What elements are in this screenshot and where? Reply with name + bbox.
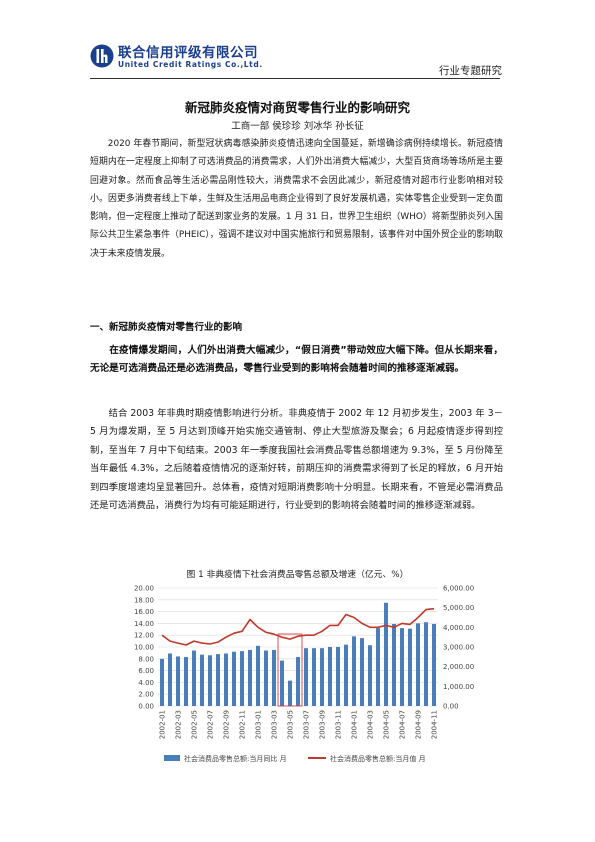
chart-bar [320, 648, 324, 706]
page-header: 联合信用评级有限公司 United Credit Ratings Co.,Ltd… [0, 0, 595, 80]
chart-bar [344, 644, 348, 706]
x-tick-label: 2003-03 [271, 710, 279, 739]
x-tick-label: 2002-01 [159, 710, 167, 739]
chart-bar [232, 651, 236, 706]
chart-bar [376, 628, 380, 706]
chart-line-series [161, 607, 435, 646]
chart-bar [272, 649, 276, 706]
chart-bar [264, 650, 268, 706]
chart-bar [312, 648, 316, 706]
company-name-cn: 联合信用评级有限公司 [118, 45, 258, 61]
y-right-tick-label: 4,000.00 [443, 624, 474, 632]
y-left-tick-label: 10.00 [134, 644, 154, 652]
y-left-tick-label: 2.00 [138, 691, 154, 699]
x-tick-label: 2003-07 [303, 710, 311, 739]
y-left-tick-label: 20.00 [134, 585, 154, 593]
x-tick-label: 2002-03 [175, 710, 183, 739]
y-left-tick-label: 6.00 [138, 667, 154, 675]
x-tick-label: 2004-07 [399, 710, 407, 739]
author-line: 工商一部 侯珍珍 刘冰华 孙长征 [231, 121, 364, 132]
chart-bar [200, 654, 204, 706]
company-logo-icon [90, 44, 114, 68]
chart-bar [400, 628, 404, 706]
y-right-tick-label: 2,000.00 [443, 663, 474, 671]
y-right-tick-label: 1,000.00 [443, 683, 474, 691]
analysis-paragraph: 结合 2003 年非典时期疫情影响进行分析。非典疫情于 2002 年 12 月初… [90, 408, 503, 512]
x-tick-label: 2004-09 [415, 710, 423, 739]
section-heading: 一、新冠肺炎疫情对零售行业的影响 [90, 322, 243, 333]
report-type-label: 行业专题研究 [439, 65, 502, 77]
chart-bar [304, 648, 308, 706]
sales-chart: 0.00 2.00 4.00 6.00 8.00 10.00 12.00 14.00 16.00… [108, 580, 488, 770]
intro-paragraph: 2020 年春节期间，新型冠状病毒感染肺炎疫情迅速向全国蔓延，新增确诊病例持续增… [90, 139, 503, 259]
y-right-tick-label: 3,000.00 [443, 644, 474, 652]
y-right-tick-label: 6,000.00 [443, 585, 474, 593]
chart-bar [368, 645, 372, 706]
chart-bar [168, 653, 172, 706]
chart-bar [432, 623, 436, 706]
chart-bar [416, 623, 420, 706]
chart-bar [208, 655, 212, 706]
chart-bar [224, 653, 228, 706]
chart-bar [184, 657, 188, 706]
chart-bar [176, 656, 180, 706]
chart-bar [392, 623, 396, 706]
company-name-en: United Credit Ratings Co.,Ltd. [118, 60, 263, 69]
x-tick-label: 2002-05 [191, 710, 199, 739]
y-left-tick-label: 16.00 [134, 608, 154, 616]
x-tick-label: 2002-11 [239, 710, 247, 739]
chart-bar [240, 651, 244, 706]
x-tick-label: 2003-05 [287, 710, 295, 739]
legend-line-label: 社会消费品零售总额:当月值 月 [330, 754, 426, 763]
chart-bar [280, 660, 284, 706]
chart-bar [360, 638, 364, 706]
chart-bar [384, 602, 388, 706]
chart-bar [192, 650, 196, 706]
chart-bar [424, 622, 428, 706]
x-tick-label: 2002-09 [223, 710, 231, 739]
chart-bar [256, 645, 260, 706]
chart-highlight-box [277, 633, 303, 707]
chart-canvas: 0.00 2.00 4.00 6.00 8.00 10.00 12.00 14.00 16.00… [134, 585, 474, 764]
x-tick-label: 2004-01 [351, 710, 359, 739]
y-left-tick-label: 14.00 [134, 620, 154, 628]
legend-bar-label: 社会消费品零售总额:当月同比 月 [184, 754, 287, 763]
y-right-tick-label: 0.00 [443, 703, 459, 711]
y-left-tick-label: 18.00 [134, 596, 154, 604]
header-divider [90, 78, 500, 79]
x-tick-label: 2003-09 [319, 710, 327, 739]
legend-bar-swatch [164, 755, 180, 761]
chart-bar [352, 636, 356, 706]
x-tick-label: 2003-01 [255, 710, 263, 739]
chart-bar [248, 649, 252, 706]
document-title: 新冠肺炎疫情对商贸零售行业的影响研究 [184, 100, 410, 115]
summary-paragraph: 在疫情爆发期间，人们外出消费大幅减少，“假日消费”带动效应大幅下降。但从长期来看… [90, 345, 503, 375]
y-left-tick-label: 8.00 [138, 655, 154, 663]
y-left-tick-label: 0.00 [138, 703, 154, 711]
y-right-tick-label: 5,000.00 [443, 604, 474, 612]
x-tick-label: 2004-03 [367, 710, 375, 739]
x-tick-label: 2004-11 [431, 710, 439, 739]
x-tick-label: 2003-11 [335, 710, 343, 739]
chart-bar [328, 647, 332, 706]
figure-caption: 图 1 非典疫情下社会消费品零售总额及增速（亿元、%） [186, 570, 409, 580]
y-left-tick-label: 12.00 [134, 632, 154, 640]
x-tick-label: 2004-05 [383, 710, 391, 739]
chart-bar [336, 647, 340, 706]
x-tick-label: 2002-07 [207, 710, 215, 739]
chart-bar [296, 657, 300, 706]
chart-bar [408, 628, 412, 706]
chart-bar [160, 658, 164, 706]
y-left-tick-label: 4.00 [138, 679, 154, 687]
chart-bar [216, 654, 220, 706]
chart-bar [288, 680, 292, 706]
